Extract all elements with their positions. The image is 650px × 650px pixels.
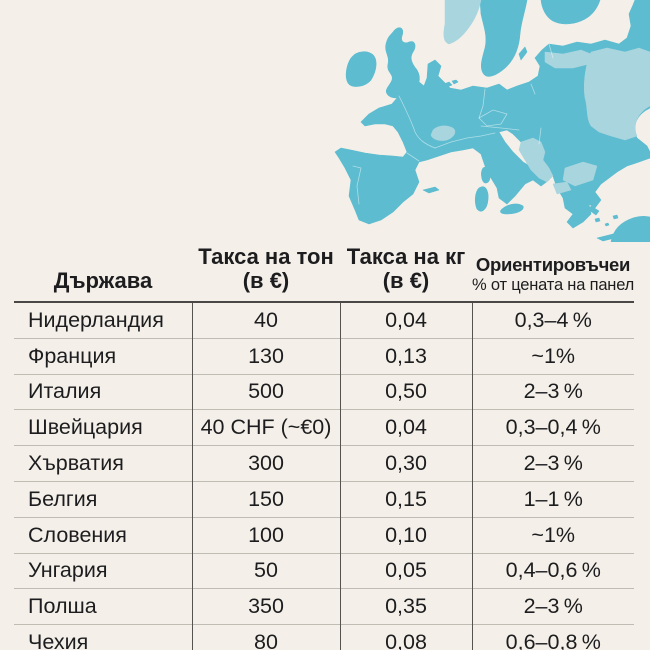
col-header-country-label: Държава [53, 268, 153, 294]
map-danish-isles [443, 79, 459, 88]
map-switzerland-light [430, 125, 456, 141]
cell-tax-per-kg: 0,04 [339, 301, 472, 339]
cell-pct-of-panel-price: 0,3–4 % [471, 301, 634, 339]
cell-country: Унгария [14, 552, 192, 589]
table-row: Франция 130 0,13 ~1% [14, 337, 634, 375]
cell-tax-per-ton: 150 [191, 480, 340, 518]
map-bulgaria-light [562, 161, 598, 187]
table-row: Италия 500 0,50 2–3 % [14, 373, 634, 410]
cell-tax-per-kg: 0,50 [339, 373, 472, 410]
cell-pct-of-panel-price: 2–3 % [471, 373, 634, 410]
cell-tax-per-kg: 0,10 [339, 516, 472, 554]
table-row: Белгия 150 0,15 1–1 % [14, 480, 634, 518]
map-great-britain [385, 27, 420, 99]
cell-pct-of-panel-price: 2–3 % [471, 445, 634, 482]
map-ireland [345, 51, 377, 87]
map-bosnia-serbia-light [518, 137, 554, 183]
table-row: Швейцария 40 CHF (~€0) 0,04 0,3–0,4 % [14, 409, 634, 446]
europe-map-svg [334, 0, 650, 242]
cell-pct-of-panel-price: 2–3 % [471, 588, 634, 625]
cell-tax-per-ton: 130 [191, 337, 340, 375]
cell-country: Италия [14, 373, 192, 410]
map-corsica [481, 166, 491, 184]
col-header-country: Държава [14, 240, 192, 303]
cell-country: Хърватия [14, 445, 192, 482]
table-row: Чехия 80 0,08 0,6–0,8 % [14, 624, 634, 650]
map-balearics [422, 186, 440, 194]
cell-country: Белгия [14, 480, 192, 518]
cell-tax-per-ton: 350 [191, 588, 340, 625]
cell-tax-per-ton: 500 [191, 373, 340, 410]
map-macedonia-light [552, 181, 572, 195]
table-row: Словения 100 0,10 ~1% [14, 516, 634, 554]
fees-table-header: Държава Такса на тон (в €) Такса на кг (… [14, 240, 634, 303]
fees-table: Държава Такса на тон (в €) Такса на кг (… [14, 240, 634, 650]
map-turkey [610, 216, 650, 242]
map-belarus-ukraine-light [583, 47, 650, 141]
cell-tax-per-ton: 80 [191, 624, 340, 650]
col-header-tax-per-ton: Такса на тон (в €) [192, 240, 340, 303]
cell-tax-per-ton: 40 [191, 301, 340, 339]
map-sardinia [474, 186, 489, 212]
cell-tax-per-kg: 0,15 [339, 480, 472, 518]
map-sicily [500, 203, 524, 215]
cell-country: Швейцария [14, 409, 192, 446]
map-greek-islands [588, 205, 619, 227]
cell-tax-per-kg: 0,08 [339, 624, 472, 650]
table-row: Хърватия 300 0,30 2–3 % [14, 445, 634, 482]
cell-tax-per-kg: 0,13 [339, 337, 472, 375]
fees-table-body: Нидерландия 40 0,04 0,3–4 % Франция 130 … [14, 301, 634, 650]
cell-tax-per-kg: 0,04 [339, 409, 472, 446]
cell-tax-per-kg: 0,35 [339, 588, 472, 625]
cell-country: Словения [14, 516, 192, 554]
cell-pct-of-panel-price: 0,4–0,6 % [471, 552, 634, 589]
map-finland [540, 0, 601, 25]
cell-pct-of-panel-price: 1–1 % [471, 480, 634, 518]
map-sweden [479, 0, 528, 77]
cell-tax-per-ton: 300 [191, 445, 340, 482]
cell-tax-per-ton: 100 [191, 516, 340, 554]
map-internal-borders [352, 43, 554, 205]
cell-tax-per-kg: 0,30 [339, 445, 472, 482]
europe-map [295, 0, 650, 242]
table-row: Полша 350 0,35 2–3 % [14, 588, 634, 625]
map-norway-light [443, 0, 482, 45]
cell-pct-of-panel-price: ~1% [471, 337, 634, 375]
table-row: Унгария 50 0,05 0,4–0,6 % [14, 552, 634, 589]
cell-country: Чехия [14, 624, 192, 650]
cell-pct-of-panel-price: 0,6–0,8 % [471, 624, 634, 650]
cell-country: Нидерландия [14, 301, 192, 339]
cell-pct-of-panel-price: 0,3–0,4 % [471, 409, 634, 446]
cell-country: Полша [14, 588, 192, 625]
cell-pct-of-panel-price: ~1% [471, 516, 634, 554]
cell-tax-per-ton: 40 CHF (~€0) [191, 409, 340, 446]
col-header-pct-of-panel-price: Ориентировъчеи % от цената на панел [472, 240, 634, 303]
col-header-tax-per-kg: Такса на кг (в €) [340, 240, 472, 303]
cell-tax-per-ton: 50 [191, 552, 340, 589]
cell-country: Франция [14, 337, 192, 375]
table-row: Нидерландия 40 0,04 0,3–4 % [14, 301, 634, 339]
map-gotland [518, 46, 528, 61]
cell-tax-per-kg: 0,05 [339, 552, 472, 589]
